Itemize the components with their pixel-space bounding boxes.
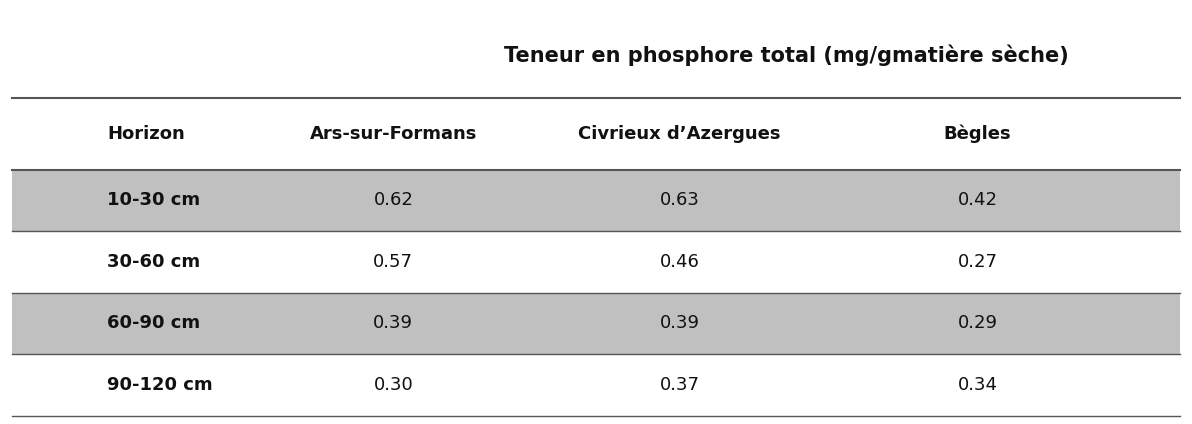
Text: 0.27: 0.27 xyxy=(957,253,998,271)
Text: 0.42: 0.42 xyxy=(957,191,998,209)
Text: 10-30 cm: 10-30 cm xyxy=(107,191,200,209)
Text: 0.62: 0.62 xyxy=(373,191,414,209)
Text: 0.30: 0.30 xyxy=(373,376,414,394)
Text: Ars-sur-Formans: Ars-sur-Formans xyxy=(310,125,477,142)
Text: 0.39: 0.39 xyxy=(659,314,700,332)
Bar xyxy=(12,170,1180,231)
Bar xyxy=(12,293,1180,354)
Text: 0.34: 0.34 xyxy=(957,376,998,394)
Text: 30-60 cm: 30-60 cm xyxy=(107,253,200,271)
Text: Bègles: Bègles xyxy=(944,124,1011,143)
Text: 0.57: 0.57 xyxy=(373,253,414,271)
Text: 0.29: 0.29 xyxy=(957,314,998,332)
Text: Horizon: Horizon xyxy=(107,125,185,142)
Text: 0.39: 0.39 xyxy=(373,314,414,332)
Text: Civrieux d’Azergues: Civrieux d’Azergues xyxy=(578,125,781,142)
Text: Teneur en phosphore total (mg/gmatière sèche): Teneur en phosphore total (mg/gmatière s… xyxy=(504,45,1069,66)
Text: 0.63: 0.63 xyxy=(659,191,700,209)
Text: 0.37: 0.37 xyxy=(659,376,700,394)
Text: 60-90 cm: 60-90 cm xyxy=(107,314,200,332)
Text: 90-120 cm: 90-120 cm xyxy=(107,376,213,394)
Text: 0.46: 0.46 xyxy=(659,253,700,271)
